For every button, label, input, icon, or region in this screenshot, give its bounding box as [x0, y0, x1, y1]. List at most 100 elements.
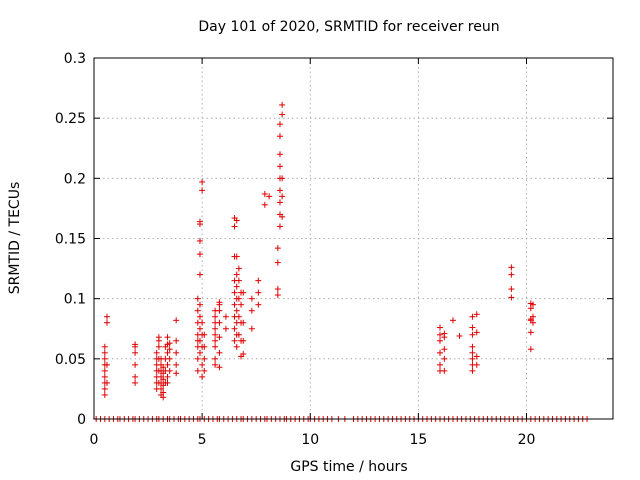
y-tick-label: 0.1 — [64, 292, 86, 308]
data-point — [266, 193, 273, 200]
data-point — [441, 367, 448, 374]
data-point — [508, 271, 515, 278]
data-point — [194, 367, 201, 374]
data-point — [196, 271, 203, 278]
data-point — [103, 361, 110, 368]
x-tick-label: 15 — [409, 432, 427, 448]
data-point — [166, 367, 173, 374]
data-point — [469, 355, 476, 362]
data-point — [437, 324, 443, 331]
y-tick-label: 0 — [77, 412, 86, 428]
data-point — [196, 349, 203, 356]
data-point — [233, 217, 240, 224]
data-point — [216, 334, 223, 341]
data-point — [103, 319, 110, 326]
data-points — [93, 101, 591, 422]
data-point — [233, 271, 240, 278]
data-point — [274, 245, 281, 252]
data-point — [276, 151, 283, 158]
data-point — [196, 251, 203, 258]
data-point — [508, 264, 515, 271]
data-point — [508, 294, 515, 301]
data-point — [164, 349, 171, 356]
data-point — [233, 343, 240, 350]
data-point — [240, 337, 247, 344]
data-point — [231, 289, 238, 296]
data-point — [101, 373, 108, 380]
data-point — [212, 343, 219, 350]
data-point — [248, 295, 255, 302]
data-point — [173, 349, 180, 356]
data-point — [441, 355, 448, 362]
data-point — [173, 370, 180, 377]
data-point — [212, 313, 219, 320]
data-point — [276, 133, 283, 140]
data-point — [240, 289, 247, 296]
data-point — [194, 295, 201, 302]
x-tick-label: 20 — [518, 432, 536, 448]
data-point — [160, 376, 167, 383]
data-point — [194, 307, 201, 314]
data-point — [160, 364, 167, 371]
data-point — [166, 340, 173, 347]
data-point — [196, 218, 203, 225]
data-point — [473, 311, 480, 318]
data-point — [238, 301, 245, 308]
data-point — [240, 319, 247, 326]
data-point — [255, 289, 262, 296]
chart-title: Day 101 of 2020, SRMTID for receiver reu… — [198, 19, 499, 35]
data-point — [456, 332, 463, 339]
data-point — [164, 373, 171, 380]
data-point — [196, 313, 203, 320]
data-point — [199, 178, 206, 185]
data-point — [216, 319, 223, 326]
data-point — [240, 351, 247, 358]
data-point — [101, 343, 108, 350]
y-tick-label: 0.15 — [55, 232, 86, 248]
data-point — [276, 223, 283, 230]
data-point — [101, 349, 108, 356]
data-point — [212, 325, 219, 332]
data-point — [437, 361, 443, 368]
data-point — [132, 373, 139, 380]
data-point — [274, 292, 281, 299]
data-point — [276, 199, 283, 206]
data-point — [231, 325, 238, 332]
data-point — [132, 379, 139, 386]
data-point — [231, 337, 238, 344]
data-point — [261, 190, 268, 197]
data-point — [196, 301, 203, 308]
data-point — [155, 343, 162, 350]
data-point — [255, 301, 262, 308]
data-point — [279, 175, 286, 182]
data-point — [437, 337, 443, 344]
y-tick-label: 0.2 — [64, 171, 86, 187]
data-point — [279, 111, 286, 118]
data-point — [235, 313, 242, 320]
data-point — [473, 329, 480, 336]
axis-ticks: 0 5 10 15 20 0 0.05 0.1 0.15 0.2 0.25 0.3 — [55, 51, 613, 448]
x-axis-label: GPS time / hours — [290, 459, 407, 475]
x-tick-label: 0 — [90, 432, 99, 448]
data-point — [196, 325, 203, 332]
data-point — [166, 355, 173, 362]
data-point — [276, 121, 283, 128]
y-axis-label: SRMTID / TECUs — [7, 182, 23, 295]
data-point — [160, 389, 167, 396]
data-point — [199, 361, 206, 368]
data-point — [173, 361, 180, 368]
data-point — [216, 364, 223, 371]
data-point — [222, 313, 229, 320]
data-point — [199, 373, 206, 380]
data-point — [199, 187, 206, 194]
data-point — [164, 334, 171, 341]
data-point — [235, 331, 242, 338]
grid-lines — [94, 58, 613, 419]
x-tick-label: 5 — [198, 432, 207, 448]
data-point — [527, 346, 534, 353]
data-point — [132, 361, 139, 368]
data-point — [216, 307, 223, 314]
data-point — [449, 317, 456, 324]
data-point — [194, 355, 201, 362]
